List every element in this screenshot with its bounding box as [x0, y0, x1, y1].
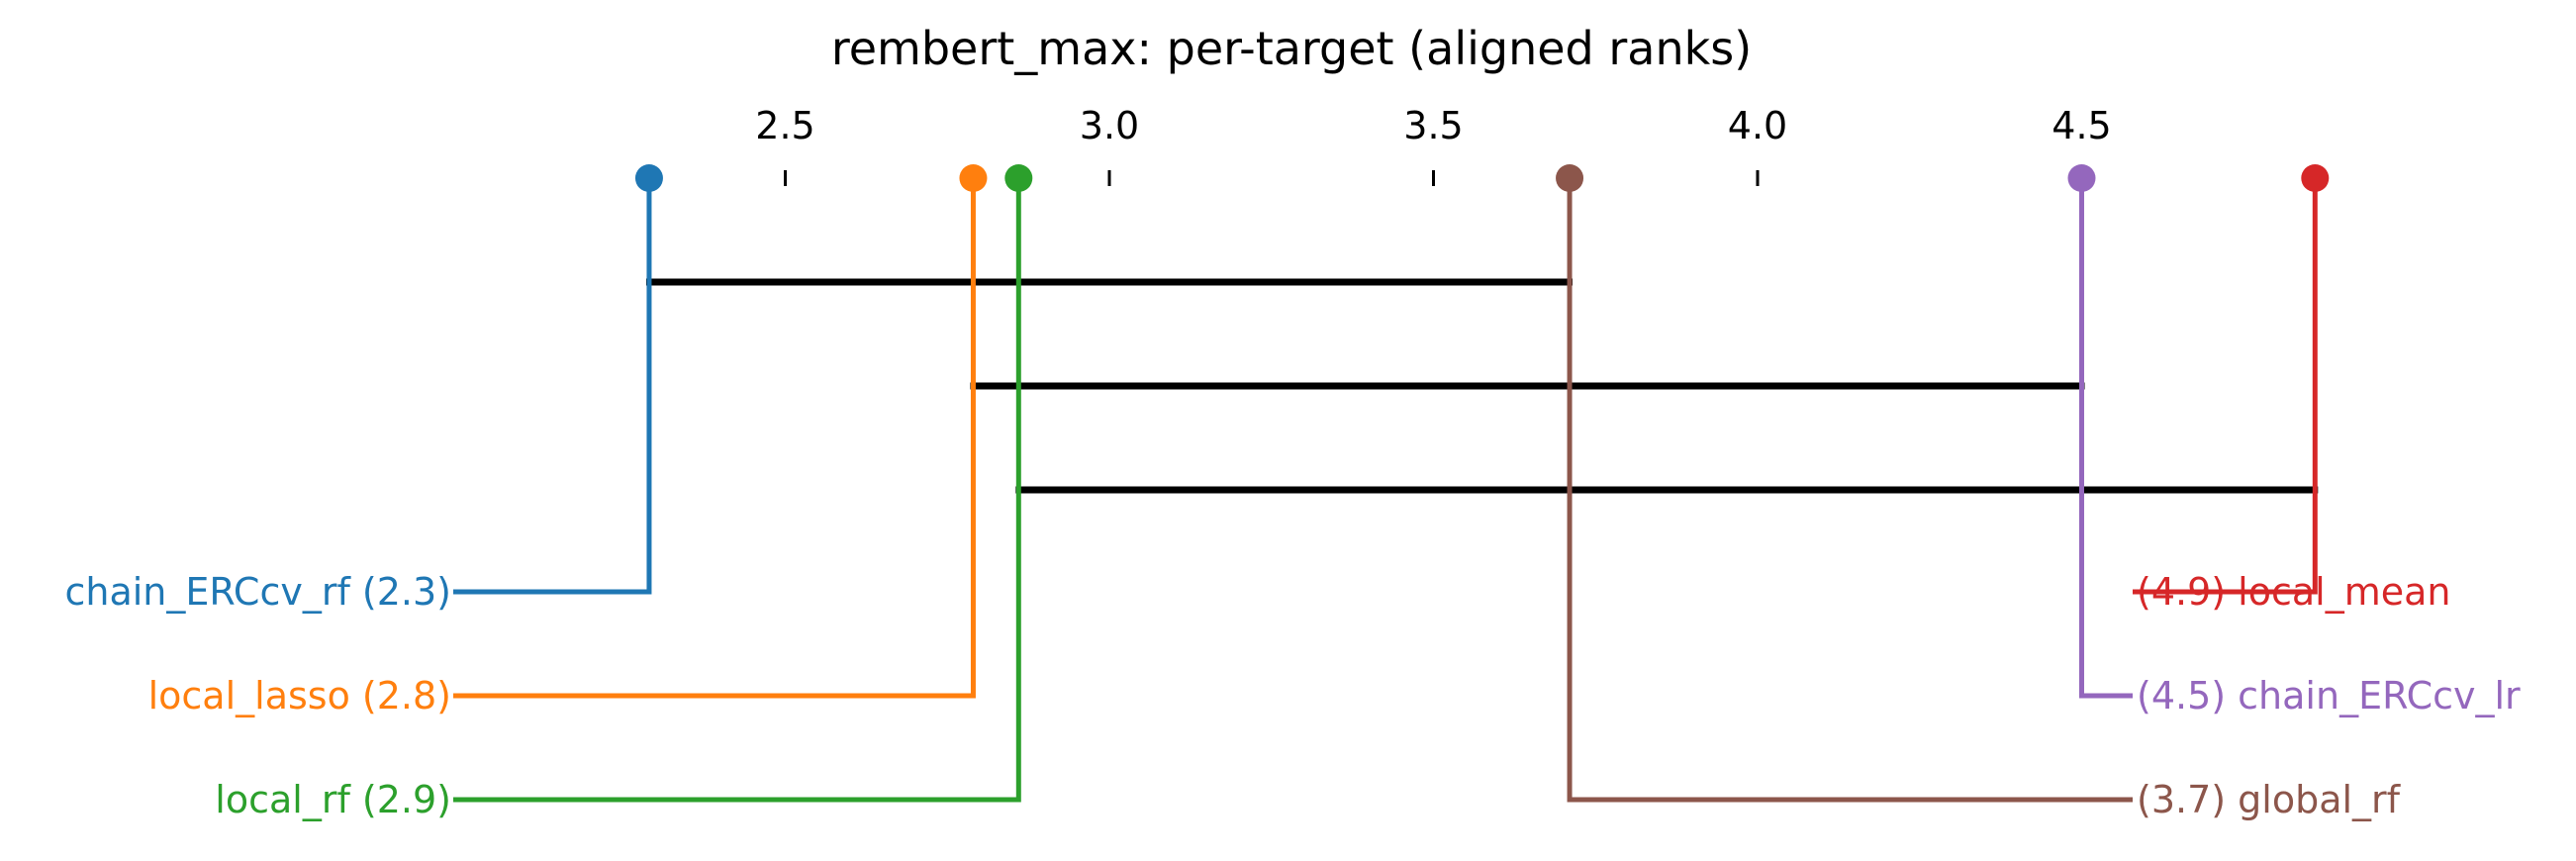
tick-label: 4.0: [1728, 104, 1787, 147]
chart-title: rembert_max: per-target (aligned ranks): [831, 22, 1752, 75]
method-line: [453, 178, 1021, 803]
tick-label: 3.0: [1080, 104, 1139, 147]
method-label: (3.7) global_rf: [2137, 778, 2402, 821]
tick-label: 4.5: [2051, 104, 2111, 147]
rank-dot: [959, 164, 988, 192]
method-line: [2133, 178, 2318, 595]
method-label: local_rf (2.9): [215, 778, 451, 821]
rank-dot: [2301, 164, 2330, 192]
rank-dot: [634, 164, 663, 192]
method-line: [2079, 178, 2133, 699]
method-label: (4.5) chain_ERCcv_lr: [2137, 674, 2521, 718]
rank-dot: [1556, 164, 1584, 192]
method-label: chain_ERCcv_rf (2.3): [64, 570, 451, 614]
method-label: local_lasso (2.8): [148, 674, 451, 718]
rank-dot: [2067, 164, 2096, 192]
tick-label: 3.5: [1403, 104, 1463, 147]
method-label: (4.9) local_mean: [2137, 570, 2450, 614]
method-line: [453, 178, 976, 699]
rank-dot: [1004, 164, 1033, 192]
clique-bars: [645, 278, 2319, 494]
method-lines: [453, 164, 2330, 803]
axis-ticks: 2.5 3.0 3.5 4.0 4.5: [755, 104, 2112, 186]
tick-label: 2.5: [755, 104, 814, 147]
method-line: [453, 178, 652, 595]
method-line: [1567, 178, 2133, 803]
method-labels: chain_ERCcv_rf (2.3) local_lasso (2.8) loc…: [64, 570, 2521, 821]
